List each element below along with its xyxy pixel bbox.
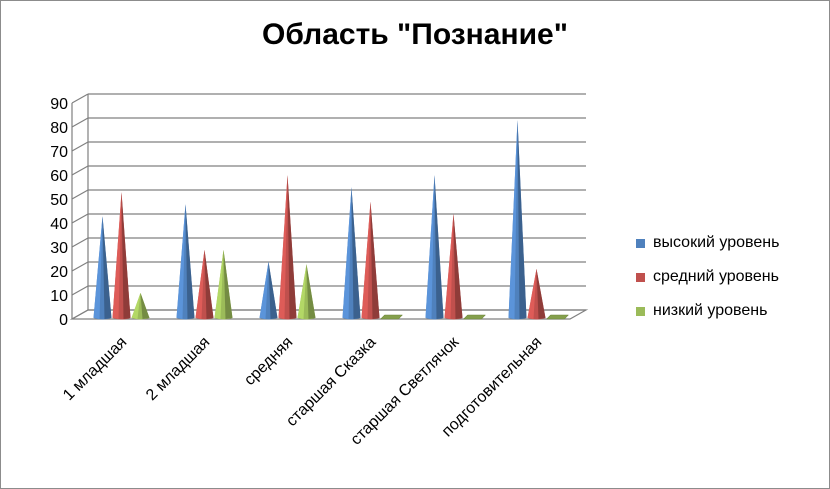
bar-highlight-2-1 bbox=[214, 249, 224, 319]
bar-highlight-0-4 bbox=[425, 175, 435, 319]
bar-highlight-0-0 bbox=[93, 216, 103, 319]
y-tick-label-0: 0 bbox=[59, 312, 68, 329]
chart-title: Область "Познание" bbox=[262, 18, 568, 51]
wall-gridline-30 bbox=[71, 237, 89, 248]
legend-label-medium: средний уровень bbox=[653, 268, 779, 285]
bar-highlight-0-5 bbox=[508, 120, 518, 319]
bar-shadow-0-2 bbox=[268, 261, 278, 319]
bar-highlight-1-5 bbox=[527, 268, 537, 319]
y-tick-label-70: 70 bbox=[50, 144, 68, 161]
bar-shadow-1-2 bbox=[287, 175, 297, 319]
y-tick-label-60: 60 bbox=[50, 168, 68, 185]
legend: высокий уровень средний уровень низкий у… bbox=[636, 226, 779, 328]
x-tick-label-1: 2 младшая bbox=[143, 334, 213, 404]
bar-shadow-0-5 bbox=[517, 120, 527, 319]
x-tick-label-2: средняя bbox=[241, 334, 296, 389]
bar-highlight-1-0 bbox=[112, 192, 122, 319]
wall-gridline-60 bbox=[71, 165, 89, 176]
legend-swatch-high bbox=[636, 238, 645, 248]
legend-swatch-medium bbox=[636, 272, 645, 282]
bar-shadow-0-3 bbox=[351, 187, 361, 319]
bar-highlight-2-2 bbox=[297, 264, 307, 319]
wall-gridline-50 bbox=[71, 189, 89, 200]
y-tick-label-10: 10 bbox=[50, 288, 68, 305]
bar-shadow-2-1 bbox=[223, 249, 233, 319]
legend-item-medium: средний уровень bbox=[636, 260, 779, 294]
bar-shadow-2-0 bbox=[140, 292, 150, 319]
bar-2-4 bbox=[462, 314, 487, 320]
y-tick-label-50: 50 bbox=[50, 192, 68, 209]
chart-floor bbox=[69, 309, 589, 320]
bar-shadow-1-4 bbox=[453, 213, 463, 319]
x-tick-label-3: старшая Сказка bbox=[283, 334, 379, 430]
bar-highlight-1-2 bbox=[278, 175, 288, 319]
bar-highlight-1-4 bbox=[444, 213, 454, 319]
wall-gridline-80 bbox=[71, 117, 89, 128]
bar-highlight-2-0 bbox=[131, 292, 141, 319]
bar-shadow-1-0 bbox=[121, 192, 131, 319]
legend-label-high: высокий уровень bbox=[653, 234, 780, 251]
bar-shadow-1-5 bbox=[536, 268, 546, 319]
legend-item-high: высокий уровень bbox=[636, 226, 779, 260]
bar-shadow-0-0 bbox=[102, 216, 112, 319]
bar-shadow-2-2 bbox=[306, 264, 316, 319]
wall-gridline-40 bbox=[71, 213, 89, 224]
bar-highlight-0-3 bbox=[342, 187, 352, 319]
wall-gridline-20 bbox=[71, 261, 89, 272]
bar-shadow-0-4 bbox=[434, 175, 444, 319]
bar-shadow-1-1 bbox=[204, 249, 214, 319]
x-tick-label-0: 1 младшая bbox=[60, 334, 130, 404]
bar-shadow-0-1 bbox=[185, 204, 195, 319]
bar-2-3 bbox=[379, 314, 404, 320]
y-tick-label-80: 80 bbox=[50, 120, 68, 137]
wall-gridline-10 bbox=[71, 285, 89, 296]
y-tick-label-90: 90 bbox=[50, 96, 68, 113]
legend-item-low: низкий уровень bbox=[636, 294, 779, 328]
bar-highlight-1-3 bbox=[361, 201, 371, 319]
bar-shadow-1-3 bbox=[370, 201, 380, 319]
y-tick-label-40: 40 bbox=[50, 216, 68, 233]
legend-swatch-low bbox=[636, 306, 645, 316]
legend-label-low: низкий уровень bbox=[653, 302, 768, 319]
bar-highlight-1-1 bbox=[195, 249, 205, 319]
y-tick-label-30: 30 bbox=[50, 240, 68, 257]
wall-gridline-70 bbox=[71, 141, 89, 152]
bar-highlight-0-1 bbox=[176, 204, 186, 319]
y-tick-label-20: 20 bbox=[50, 264, 68, 281]
wall-gridline-90 bbox=[71, 93, 89, 104]
bar-highlight-0-2 bbox=[259, 261, 269, 319]
bar-2-5 bbox=[545, 314, 570, 320]
